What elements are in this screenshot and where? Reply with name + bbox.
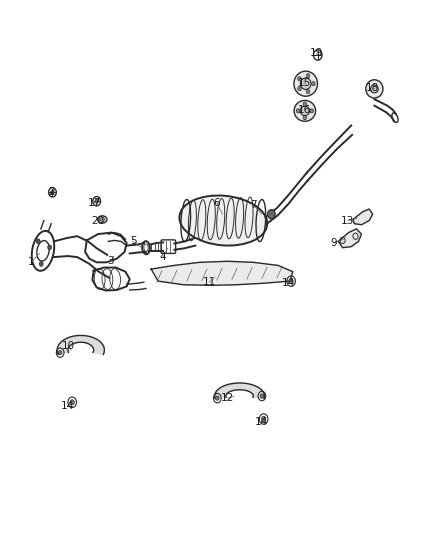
- Text: 11: 11: [203, 277, 216, 287]
- Text: 18: 18: [366, 83, 379, 93]
- Ellipse shape: [98, 216, 107, 223]
- Circle shape: [48, 245, 52, 249]
- Circle shape: [36, 239, 40, 244]
- Text: 9: 9: [331, 238, 337, 248]
- Text: 3: 3: [107, 256, 114, 266]
- Polygon shape: [57, 335, 104, 354]
- Text: 6: 6: [214, 198, 220, 208]
- Ellipse shape: [300, 78, 311, 90]
- Polygon shape: [151, 261, 293, 285]
- Circle shape: [312, 82, 315, 86]
- Circle shape: [310, 109, 314, 113]
- Circle shape: [289, 279, 293, 284]
- Text: 1: 1: [28, 257, 34, 268]
- Text: 10: 10: [61, 341, 74, 351]
- Ellipse shape: [371, 85, 378, 93]
- Polygon shape: [353, 209, 373, 225]
- Circle shape: [51, 190, 54, 195]
- Circle shape: [298, 86, 301, 91]
- Circle shape: [306, 90, 310, 94]
- Text: 14: 14: [282, 278, 295, 288]
- Text: 12: 12: [221, 393, 234, 403]
- Circle shape: [58, 351, 62, 355]
- Circle shape: [296, 109, 300, 113]
- Text: 16: 16: [298, 105, 311, 115]
- Circle shape: [260, 394, 264, 398]
- Polygon shape: [215, 383, 265, 399]
- Text: 4: 4: [160, 252, 166, 262]
- Ellipse shape: [366, 80, 383, 98]
- Text: 13: 13: [341, 215, 354, 225]
- Text: 20: 20: [92, 215, 105, 225]
- Circle shape: [215, 396, 219, 400]
- Text: 19: 19: [310, 49, 324, 59]
- Circle shape: [39, 262, 43, 266]
- Circle shape: [303, 116, 307, 120]
- Text: 2: 2: [48, 187, 55, 197]
- Circle shape: [306, 74, 310, 78]
- Ellipse shape: [294, 100, 315, 122]
- Circle shape: [268, 209, 275, 219]
- Circle shape: [70, 400, 74, 405]
- Circle shape: [298, 77, 301, 81]
- Text: 5: 5: [130, 237, 137, 246]
- Text: 14: 14: [254, 417, 268, 427]
- Polygon shape: [338, 229, 361, 248]
- Circle shape: [95, 199, 99, 203]
- Text: 7: 7: [250, 200, 257, 210]
- Ellipse shape: [180, 196, 267, 246]
- Circle shape: [303, 102, 307, 106]
- Ellipse shape: [294, 71, 318, 96]
- Ellipse shape: [300, 106, 310, 116]
- Circle shape: [261, 416, 266, 422]
- Text: 14: 14: [61, 401, 74, 411]
- Text: 15: 15: [297, 78, 311, 87]
- Text: 17: 17: [88, 198, 101, 208]
